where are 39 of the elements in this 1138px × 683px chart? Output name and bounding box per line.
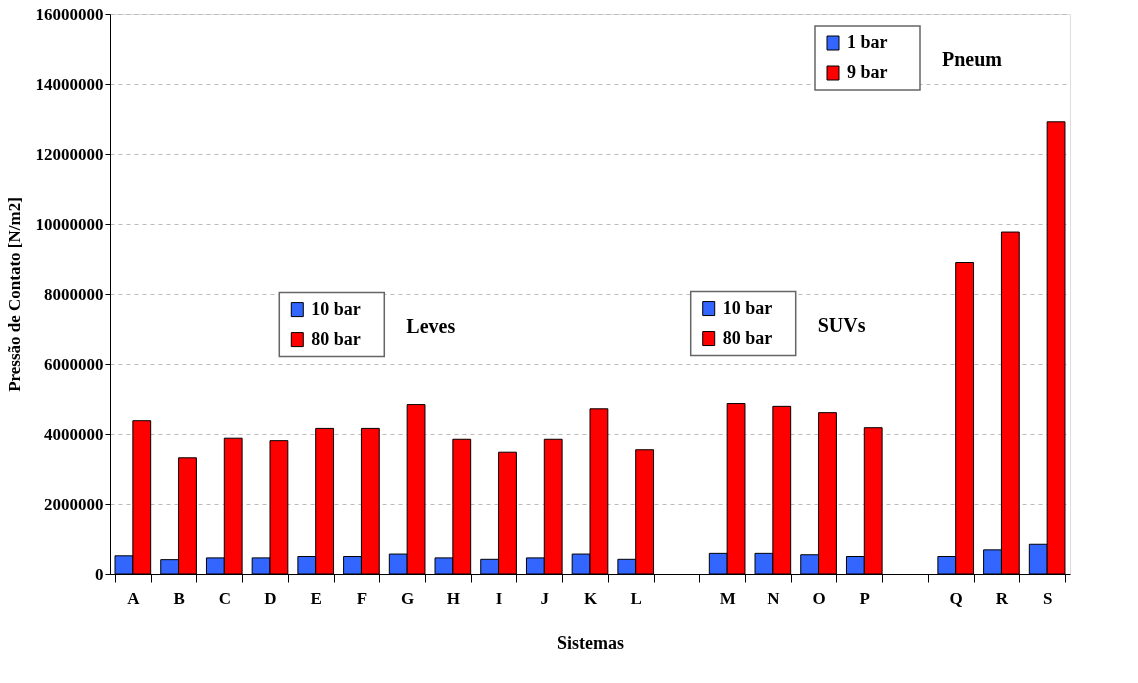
annotation: Pneum — [942, 48, 1003, 70]
x-tick-label: J — [540, 588, 550, 608]
x-tick-label: S — [1042, 588, 1053, 608]
legend-label: 80 bar — [722, 327, 773, 348]
legend-label: 10 bar — [311, 298, 361, 319]
y-tick-label: 0 — [95, 564, 104, 584]
x-tick-label: A — [127, 588, 141, 608]
legend-label: 9 bar — [847, 62, 888, 82]
x-tick-label: K — [583, 588, 598, 608]
x-tick-label: B — [173, 588, 185, 608]
x-tick-label: C — [218, 588, 231, 608]
x-tick-label: L — [630, 588, 642, 608]
x-tick-label: Q — [949, 588, 963, 608]
y-tick-label: 16000000 — [35, 4, 104, 24]
x-tick-label: E — [310, 588, 322, 608]
annotation: Leves — [406, 314, 456, 337]
annotation: SUVs — [817, 313, 866, 336]
x-tick-label: H — [446, 588, 460, 608]
y-tick-label: 6000000 — [44, 354, 104, 374]
x-tick-label: N — [767, 588, 781, 608]
y-tick-label: 12000000 — [35, 144, 104, 164]
y-tick-label: 2000000 — [44, 494, 104, 514]
y-axis-title: Pressão de Contato [N/m2] — [4, 197, 24, 392]
x-tick-label: G — [401, 588, 415, 608]
y-tick-label: 8000000 — [44, 284, 104, 304]
x-tick-label: O — [812, 588, 826, 608]
legend-label: 10 bar — [722, 297, 773, 318]
x-tick-label: M — [719, 588, 736, 608]
y-tick-label: 14000000 — [35, 74, 104, 94]
y-tick-label: 10000000 — [35, 214, 104, 234]
y-tick-label: 4000000 — [44, 424, 104, 444]
legend-label: 1 bar — [847, 32, 888, 52]
x-tick-label: P — [859, 588, 870, 608]
x-tick-label: F — [356, 588, 368, 608]
x-tick-label: I — [495, 588, 503, 608]
x-tick-label: D — [264, 588, 277, 608]
legend-label: 80 bar — [311, 328, 361, 349]
x-tick-label: R — [995, 588, 1009, 608]
x-axis-title: Sistemas — [557, 632, 624, 653]
